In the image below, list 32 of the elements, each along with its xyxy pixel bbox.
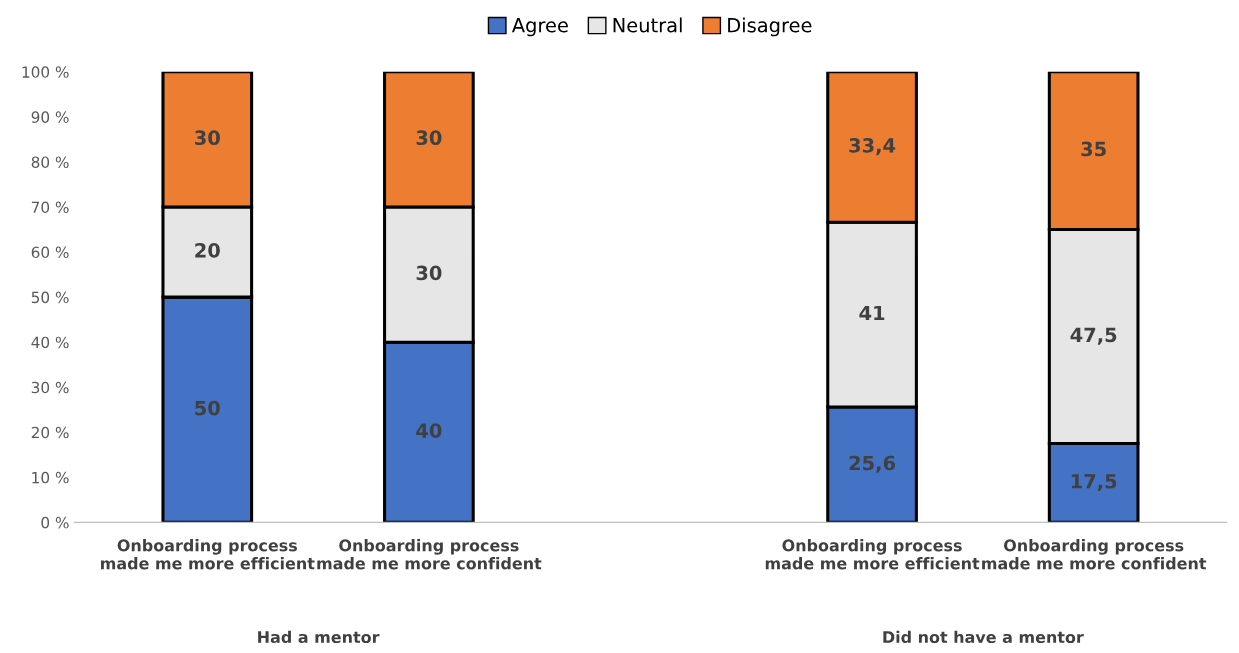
y-tick-label: 80 %	[31, 156, 69, 168]
data-label: 17,5	[1071, 474, 1117, 492]
y-tick-label: 40 %	[31, 336, 69, 349]
data-label: 30	[416, 265, 442, 281]
data-label: 35	[1081, 141, 1106, 157]
data-label: 40	[416, 423, 442, 438]
x-tick-label: Onboarding process made me more confident	[317, 539, 542, 570]
y-tick-label: 100 %	[22, 66, 69, 78]
data-label: 41	[859, 305, 885, 321]
x-tick-label: Onboarding process made me more efficient	[765, 539, 980, 570]
y-tick-label: 70 %	[31, 201, 69, 214]
x-tick-label: Onboarding process made me more confident	[982, 539, 1207, 570]
legend-label: Agree	[511, 18, 568, 37]
y-tick-label: 10 %	[32, 471, 69, 484]
y-tick-label: 0 %	[41, 516, 69, 529]
legend-label: Neutral	[613, 17, 682, 33]
y-tick-label: 30 %	[31, 381, 69, 394]
data-label: 20	[195, 242, 220, 258]
data-label: 50	[195, 400, 220, 416]
y-tick-label: 90 %	[31, 111, 69, 123]
x-tick-label: Onboarding process made me more efficient	[101, 539, 315, 570]
data-label: 25,6	[849, 455, 896, 473]
text: Had a mentor	[258, 630, 380, 644]
data-label: 30	[195, 130, 220, 146]
text: Did not have a mentor	[883, 630, 1084, 644]
data-label: 33,4	[849, 138, 896, 156]
legend-label: Disagree	[728, 17, 812, 37]
y-tick-label: 50 %	[31, 291, 69, 304]
data-label: 30	[416, 130, 442, 146]
data-label: 47,5	[1070, 327, 1117, 345]
y-tick-label: 60 %	[31, 246, 69, 259]
y-tick-label: 20 %	[31, 426, 69, 439]
